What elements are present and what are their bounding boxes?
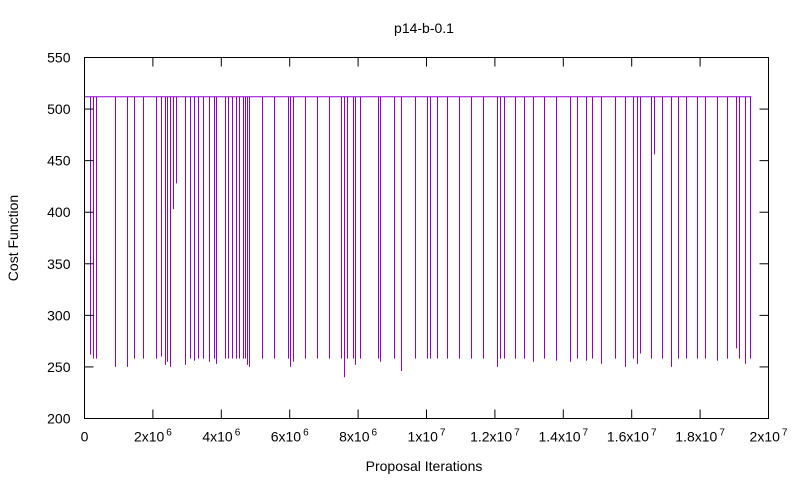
y-tick-label: 400 — [47, 204, 71, 220]
y-tick-label: 450 — [47, 153, 71, 169]
x-tick-label: 8x10 6 — [339, 428, 377, 445]
axis-ticks: 200 250 300 350 400 450 500 550 0 2x10 6 4x10 6 6x10 6… — [47, 50, 788, 445]
data-series — [84, 96, 752, 378]
y-axis-label: Cost Function — [5, 195, 21, 281]
x-tick-label: 2x10 7 — [750, 428, 788, 445]
x-tick-label: 1.6x10 7 — [607, 428, 657, 445]
chart-title: p14-b-0.1 — [394, 20, 454, 36]
y-tick-label: 200 — [47, 411, 71, 427]
x-tick-label: 6x10 6 — [271, 428, 309, 445]
x-tick-label: 0 — [81, 429, 89, 445]
x-tick-label: 1.4x10 7 — [538, 428, 588, 445]
x-tick-label: 4x10 6 — [202, 428, 240, 445]
plot-frame — [84, 57, 769, 419]
y-tick-label: 550 — [47, 50, 71, 66]
x-tick-label: 1.8x10 7 — [675, 428, 725, 445]
y-tick-label: 300 — [47, 307, 71, 323]
x-axis-label: Proposal Iterations — [366, 458, 483, 474]
y-tick-label: 250 — [47, 359, 71, 375]
y-tick-label: 350 — [47, 256, 71, 272]
y-tick-label: 500 — [47, 101, 71, 117]
x-tick-label: 1.2x10 7 — [470, 428, 520, 445]
x-tick-label: 2x10 6 — [134, 428, 172, 445]
x-tick-label: 1x10 7 — [408, 428, 446, 445]
